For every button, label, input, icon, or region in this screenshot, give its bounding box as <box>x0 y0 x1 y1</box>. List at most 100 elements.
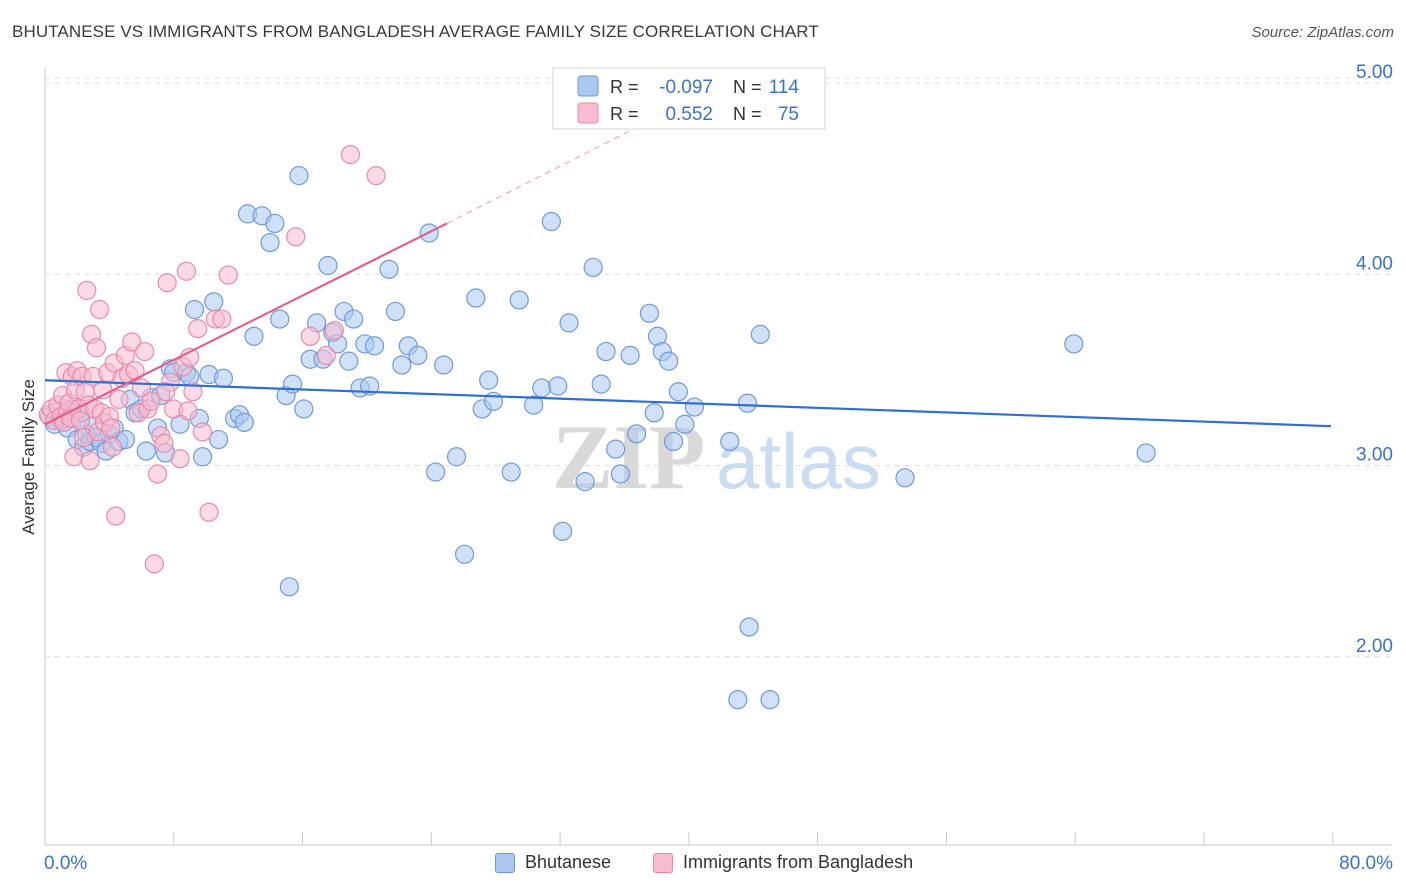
y-axis-label: Average Family Size <box>19 379 38 535</box>
data-point <box>532 378 552 398</box>
data-point <box>434 355 454 375</box>
data-point <box>270 309 290 329</box>
data-point <box>466 288 486 308</box>
legend-n-label: N = <box>733 104 762 124</box>
data-point <box>106 506 126 526</box>
data-point <box>344 309 364 329</box>
data-point <box>90 299 110 320</box>
y-tick-label: 2.00 <box>1356 636 1393 657</box>
trend-line-bangladesh <box>44 222 448 426</box>
data-point <box>212 309 232 329</box>
data-point <box>559 313 579 333</box>
source-label: Source: ZipAtlas.com <box>1251 24 1394 41</box>
legend-label-bangladesh: Immigrants from Bangladesh <box>683 852 914 872</box>
series-bangladesh <box>38 144 386 574</box>
data-point <box>154 433 174 453</box>
data-point <box>360 376 380 396</box>
data-point <box>659 351 679 371</box>
legend-swatch-blue <box>577 75 599 97</box>
series-bhutanese <box>40 166 1156 710</box>
y-tick-label: 3.00 <box>1356 445 1393 466</box>
legend-n-value: 75 <box>778 104 799 125</box>
data-point <box>141 391 161 411</box>
data-point <box>260 232 280 253</box>
watermark: ZIP atlas <box>552 406 881 508</box>
data-point <box>728 690 748 710</box>
data-point <box>479 370 499 390</box>
data-point <box>606 439 626 459</box>
legend-n-value: 114 <box>769 77 800 98</box>
data-point <box>524 395 544 415</box>
legend-top: R = -0.097 N = 114 R = 0.552 N = 75 <box>552 67 826 130</box>
data-point <box>509 290 529 310</box>
data-point <box>144 554 164 574</box>
chart-title: BHUTANESE VS IMMIGRANTS FROM BANGLADESH … <box>12 22 819 41</box>
data-point <box>610 464 631 484</box>
data-point <box>80 450 100 471</box>
trend-line-bangladesh-extension <box>446 125 641 224</box>
data-point <box>668 382 688 402</box>
data-point <box>501 462 521 482</box>
data-point <box>339 351 359 371</box>
data-point <box>157 273 177 293</box>
legend-r-label: R = <box>610 77 639 97</box>
data-point <box>663 431 684 452</box>
data-point <box>86 338 107 358</box>
data-point <box>279 577 299 597</box>
data-point <box>184 299 205 320</box>
data-point <box>209 429 229 450</box>
data-point <box>294 399 314 419</box>
data-point <box>583 257 603 278</box>
data-point <box>289 166 309 186</box>
data-point <box>548 376 568 396</box>
data-point <box>204 292 224 312</box>
y-tick-labels: 2.00 3.00 4.00 5.00 <box>1356 62 1393 657</box>
data-point <box>218 265 238 285</box>
data-point <box>366 166 386 186</box>
legend-n-label: N = <box>733 77 762 97</box>
data-point <box>644 403 664 423</box>
legend-bottom: Bhutanese Immigrants from Bangladesh <box>0 852 1406 878</box>
data-point <box>446 447 467 467</box>
data-point <box>192 422 213 442</box>
data-point <box>575 472 595 492</box>
data-point <box>737 393 758 413</box>
data-point <box>318 255 338 276</box>
data-point <box>340 144 361 165</box>
trend-line-bhutanese <box>44 379 1332 428</box>
y-tick-label: 5.00 <box>1356 62 1393 83</box>
axes <box>44 68 1392 846</box>
y-tick-label: 4.00 <box>1356 253 1393 274</box>
data-point <box>426 462 446 482</box>
data-point <box>760 690 780 710</box>
legend-item-bhutanese: Bhutanese <box>495 852 611 873</box>
data-point <box>178 401 198 421</box>
watermark-atlas: atlas <box>716 417 881 505</box>
data-point <box>324 320 344 341</box>
data-point <box>591 374 611 394</box>
data-point <box>1136 443 1156 463</box>
legend-item-bangladesh: Immigrants from Bangladesh <box>653 852 913 873</box>
data-point <box>750 324 770 344</box>
trend-lines <box>44 125 1332 428</box>
data-point <box>895 468 915 488</box>
data-point <box>109 389 129 409</box>
data-point <box>596 341 616 362</box>
data-point <box>408 345 428 365</box>
x-tick-label: 80.0% <box>1339 853 1393 874</box>
x-tick-label: 0.0% <box>44 853 87 874</box>
data-point <box>626 424 647 444</box>
x-tick-labels: 0.0% 80.0% <box>44 853 1393 874</box>
data-point <box>101 418 121 438</box>
data-point <box>155 382 176 402</box>
data-point <box>64 447 84 467</box>
data-point <box>454 544 475 564</box>
data-point <box>199 502 219 522</box>
legend-swatch-blue <box>495 852 515 873</box>
data-point <box>136 441 156 461</box>
data-point <box>122 332 142 352</box>
data-point <box>102 437 123 457</box>
data-point <box>265 213 285 234</box>
legend-label-bhutanese: Bhutanese <box>525 852 612 872</box>
